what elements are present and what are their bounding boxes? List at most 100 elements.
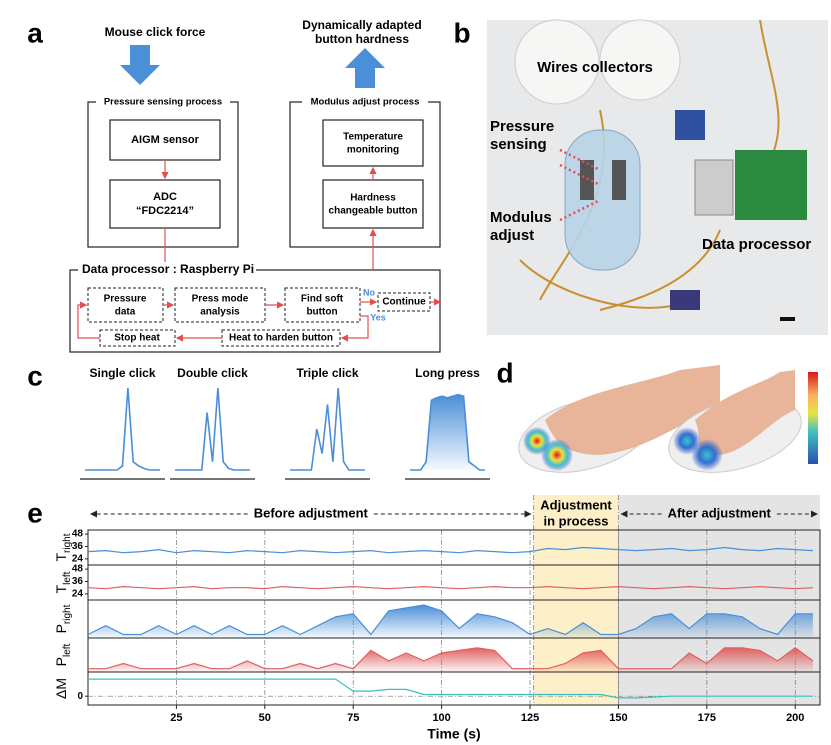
label: 200 — [786, 712, 804, 724]
label: d — [496, 357, 513, 388]
label: 25 — [170, 712, 182, 724]
label: Data processor : Raspberry Pi — [82, 262, 254, 276]
label: Press mode — [192, 294, 249, 305]
label: Yes — [370, 312, 386, 322]
label: changeable button — [329, 206, 418, 217]
label: Long press — [415, 366, 480, 380]
label: c — [27, 360, 43, 391]
label: 50 — [259, 712, 271, 724]
trace — [88, 647, 814, 670]
output-arrow — [345, 48, 385, 88]
trace — [175, 387, 250, 471]
row-frame — [87, 671, 821, 706]
colorbar — [808, 372, 818, 464]
label: monitoring — [347, 145, 399, 156]
y-axis-label: Pright — [53, 604, 73, 633]
trace — [87, 604, 813, 636]
temperature-box — [322, 119, 424, 167]
flow-diagram — [69, 45, 442, 353]
trace — [87, 546, 813, 554]
label: P — [53, 657, 69, 666]
label: Continue — [382, 297, 426, 308]
label: T — [53, 553, 69, 562]
board — [675, 110, 705, 140]
label: 36 — [72, 576, 84, 587]
label: 150 — [609, 712, 627, 724]
step-box — [99, 329, 176, 347]
label: Hardness — [350, 193, 396, 204]
label: Triple click — [296, 366, 358, 380]
label: right — [62, 604, 73, 624]
label: adjust — [490, 227, 534, 244]
label: Pressure sensing process — [104, 97, 222, 108]
adc-box — [109, 179, 221, 229]
label: in process — [543, 513, 608, 528]
y-axis-label: Tleft — [53, 571, 73, 593]
y-axis-label: ΔM — [53, 678, 69, 699]
label: Mouse click force — [105, 25, 206, 39]
label: Single click — [89, 366, 155, 380]
trace — [85, 387, 160, 471]
label: No — [363, 287, 375, 297]
arrow — [77, 301, 100, 339]
label: Wires collectors — [537, 59, 653, 76]
arrow — [340, 315, 369, 342]
label: 125 — [521, 712, 539, 724]
y-axis-label: Pleft — [53, 643, 73, 666]
label: data — [115, 307, 136, 318]
sensor — [580, 160, 594, 200]
label: Dynamically adapted — [302, 18, 421, 32]
label: 36 — [72, 541, 84, 552]
label: Find soft — [301, 294, 344, 305]
label: ΔM — [53, 678, 69, 699]
label: After adjustment — [668, 505, 772, 520]
hand — [545, 365, 720, 455]
label: 75 — [347, 712, 359, 724]
label: P — [53, 624, 69, 633]
label: AIGM sensor — [131, 134, 200, 146]
scale-bar — [780, 317, 795, 321]
label: Adjustment — [540, 497, 612, 512]
label: 175 — [698, 712, 716, 724]
area — [88, 647, 813, 672]
label: Modulus adjust process — [311, 97, 420, 108]
label: a — [27, 17, 43, 48]
area — [410, 394, 485, 470]
button-box — [322, 179, 424, 229]
label: 24 — [72, 589, 84, 600]
label: 48 — [72, 529, 84, 540]
step-box — [87, 287, 164, 323]
step-box — [284, 287, 361, 323]
heat-spot — [541, 439, 573, 471]
sensor — [612, 160, 626, 200]
wire-collector — [514, 19, 600, 105]
label: ADC — [153, 191, 177, 203]
label: T — [53, 584, 69, 593]
label: right — [62, 533, 73, 553]
step-box — [174, 287, 266, 323]
board — [735, 150, 807, 220]
label-background — [96, 96, 230, 108]
label: b — [453, 17, 470, 48]
mouse — [564, 129, 641, 271]
label: e — [27, 497, 43, 528]
trace — [87, 585, 813, 590]
board — [670, 290, 700, 310]
label: Heat to harden button — [229, 333, 333, 344]
label: left — [62, 643, 73, 657]
label-background — [78, 262, 256, 276]
hand-illustration — [518, 365, 818, 473]
label-background — [302, 96, 428, 108]
label: analysis — [200, 307, 240, 318]
board — [694, 159, 734, 216]
label: Modulus — [490, 209, 552, 226]
label: Temperature — [343, 132, 403, 143]
y-axis-label: Tright — [53, 533, 73, 561]
area — [88, 605, 813, 638]
label: “FDC2214” — [136, 205, 194, 217]
label: Before adjustment — [254, 505, 369, 520]
photo — [487, 19, 828, 335]
sensor-box — [109, 119, 221, 161]
trace — [290, 387, 365, 471]
label: sensing — [490, 136, 547, 153]
